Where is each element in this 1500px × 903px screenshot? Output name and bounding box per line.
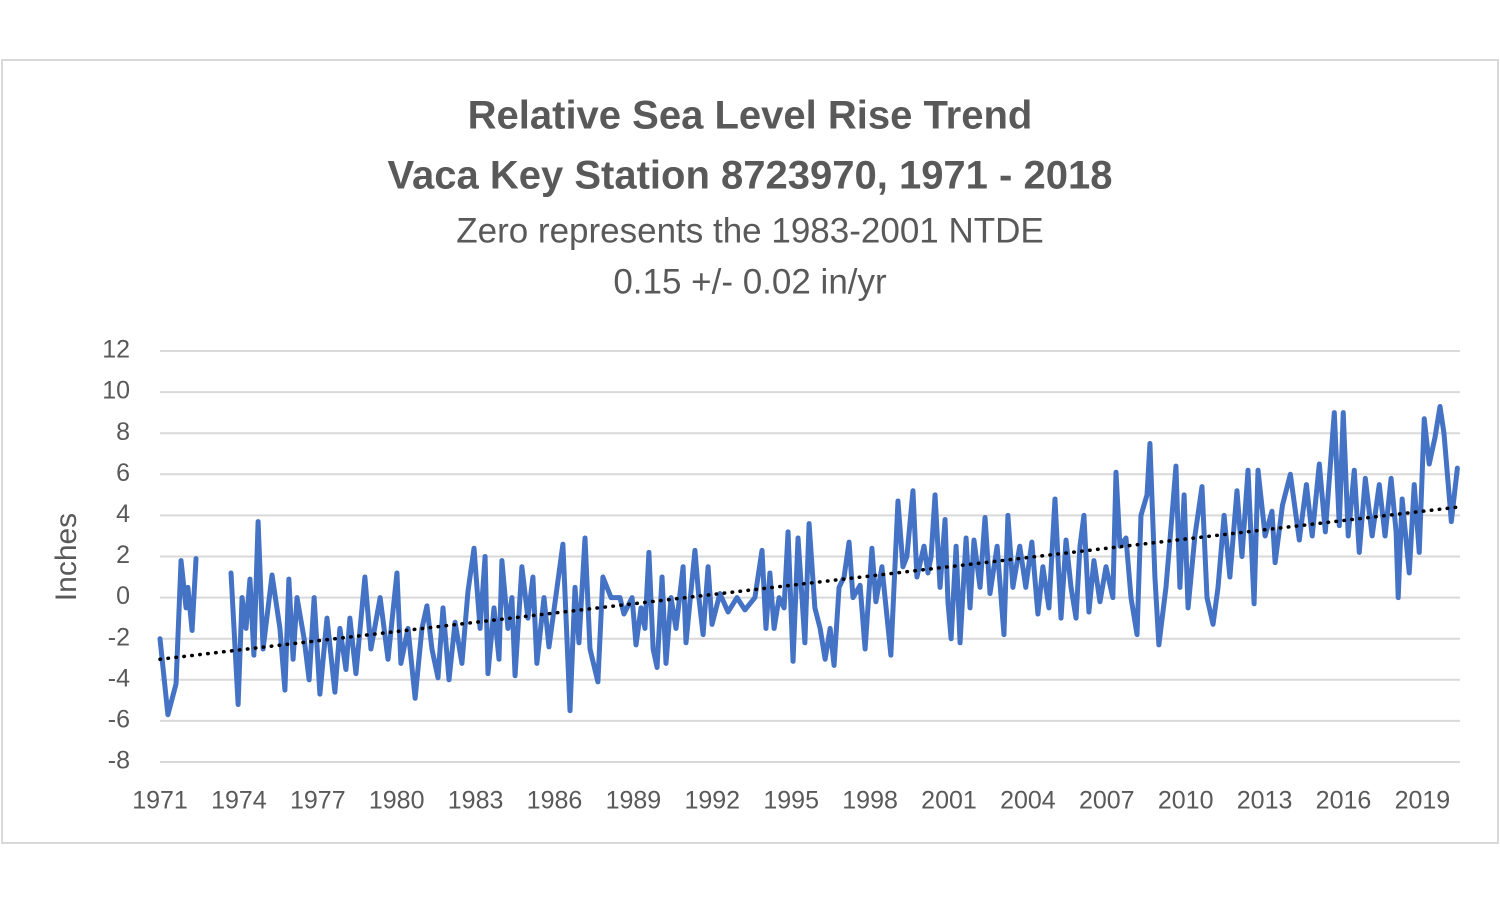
- x-tick-label: 1980: [369, 787, 425, 815]
- chart-subtitle: Zero represents the 1983-2001 NTDE: [456, 211, 1044, 250]
- y-tick-label: 12: [102, 336, 130, 364]
- y-tick-label: 4: [116, 500, 130, 528]
- y-tick-label: 10: [102, 377, 130, 405]
- x-tick-label: 2007: [1079, 787, 1135, 815]
- x-tick-label: 2001: [921, 787, 977, 815]
- x-tick-label: 1971: [132, 787, 188, 815]
- chart-frame: [1, 59, 1499, 844]
- x-tick-label: 1992: [684, 787, 740, 815]
- x-tick-label: 1986: [527, 787, 583, 815]
- y-axis-label: Inches: [50, 513, 83, 601]
- chart-title: Vaca Key Station 8723970, 1971 - 2018: [388, 154, 1113, 198]
- y-tick-label: -4: [108, 664, 130, 692]
- x-tick-label: 1974: [211, 787, 267, 815]
- y-tick-label: -8: [108, 747, 130, 775]
- chart-subtitle: 0.15 +/- 0.02 in/yr: [613, 262, 887, 301]
- y-tick-label: 8: [116, 418, 130, 446]
- x-tick-label: 2004: [1000, 787, 1056, 815]
- x-tick-label: 2010: [1158, 787, 1214, 815]
- x-tick-label: 2016: [1316, 787, 1372, 815]
- x-tick-label: 1995: [763, 787, 819, 815]
- x-tick-label: 1998: [842, 787, 898, 815]
- y-tick-label: 6: [116, 459, 130, 487]
- x-tick-label: 1977: [290, 787, 346, 815]
- x-tick-label: 2013: [1237, 787, 1293, 815]
- y-tick-label: -6: [108, 706, 130, 734]
- y-tick-label: -2: [108, 623, 130, 651]
- x-tick-label: 2019: [1395, 787, 1451, 815]
- data-line: [157, 403, 1460, 718]
- y-tick-label: 2: [116, 541, 130, 569]
- x-tick-label: 1989: [606, 787, 662, 815]
- trend-line: [158, 505, 1460, 661]
- y-tick-label: 0: [116, 582, 130, 610]
- chart-title: Relative Sea Level Rise Trend: [468, 94, 1033, 138]
- x-tick-label: 1983: [448, 787, 504, 815]
